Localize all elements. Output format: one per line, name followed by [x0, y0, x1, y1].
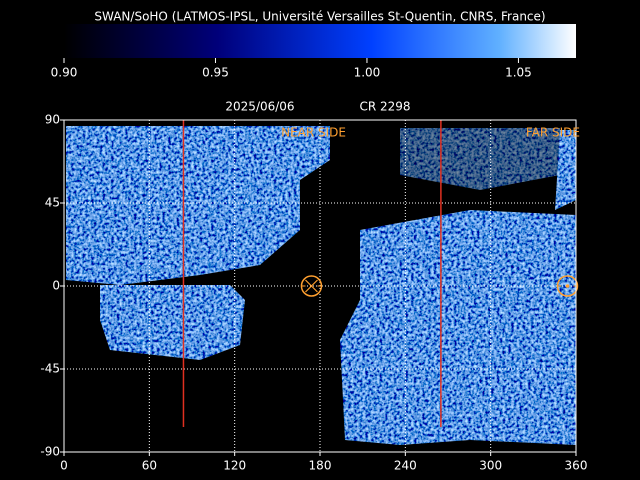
y-tick-label: 0	[52, 279, 60, 293]
colorbar-tick-label: 1.00	[354, 66, 381, 80]
x-tick-label: 240	[394, 459, 417, 473]
x-tick-label: 0	[60, 459, 68, 473]
rotation: CR 2298	[359, 100, 410, 114]
colorbar-tick-label: 0.95	[202, 66, 229, 80]
x-tick-label: 60	[142, 459, 157, 473]
header: SWAN/SoHO (LATMOS-IPSL, Université Versa…	[94, 10, 545, 24]
y-tick-label: 90	[45, 113, 60, 127]
x-tick-label: 120	[223, 459, 246, 473]
x-tick-label: 180	[309, 459, 332, 473]
y-tick-label: -45	[40, 362, 60, 376]
colorbar-tick-label: 0.90	[51, 66, 78, 80]
date: 2025/06/06	[225, 100, 294, 114]
colorbar	[64, 24, 576, 58]
marker-cross	[305, 279, 318, 293]
x-tick-label: 360	[565, 459, 588, 473]
x-tick-label: 300	[479, 459, 502, 473]
far-side-label: FAR SIDE	[526, 126, 580, 140]
colorbar-tick-label: 1.05	[505, 66, 532, 80]
overlay	[64, 120, 579, 452]
marker-dot	[565, 284, 570, 288]
near-side-label: NEAR SIDE	[281, 126, 346, 140]
y-tick-label: -90	[40, 445, 60, 459]
y-tick-label: 45	[45, 196, 60, 210]
